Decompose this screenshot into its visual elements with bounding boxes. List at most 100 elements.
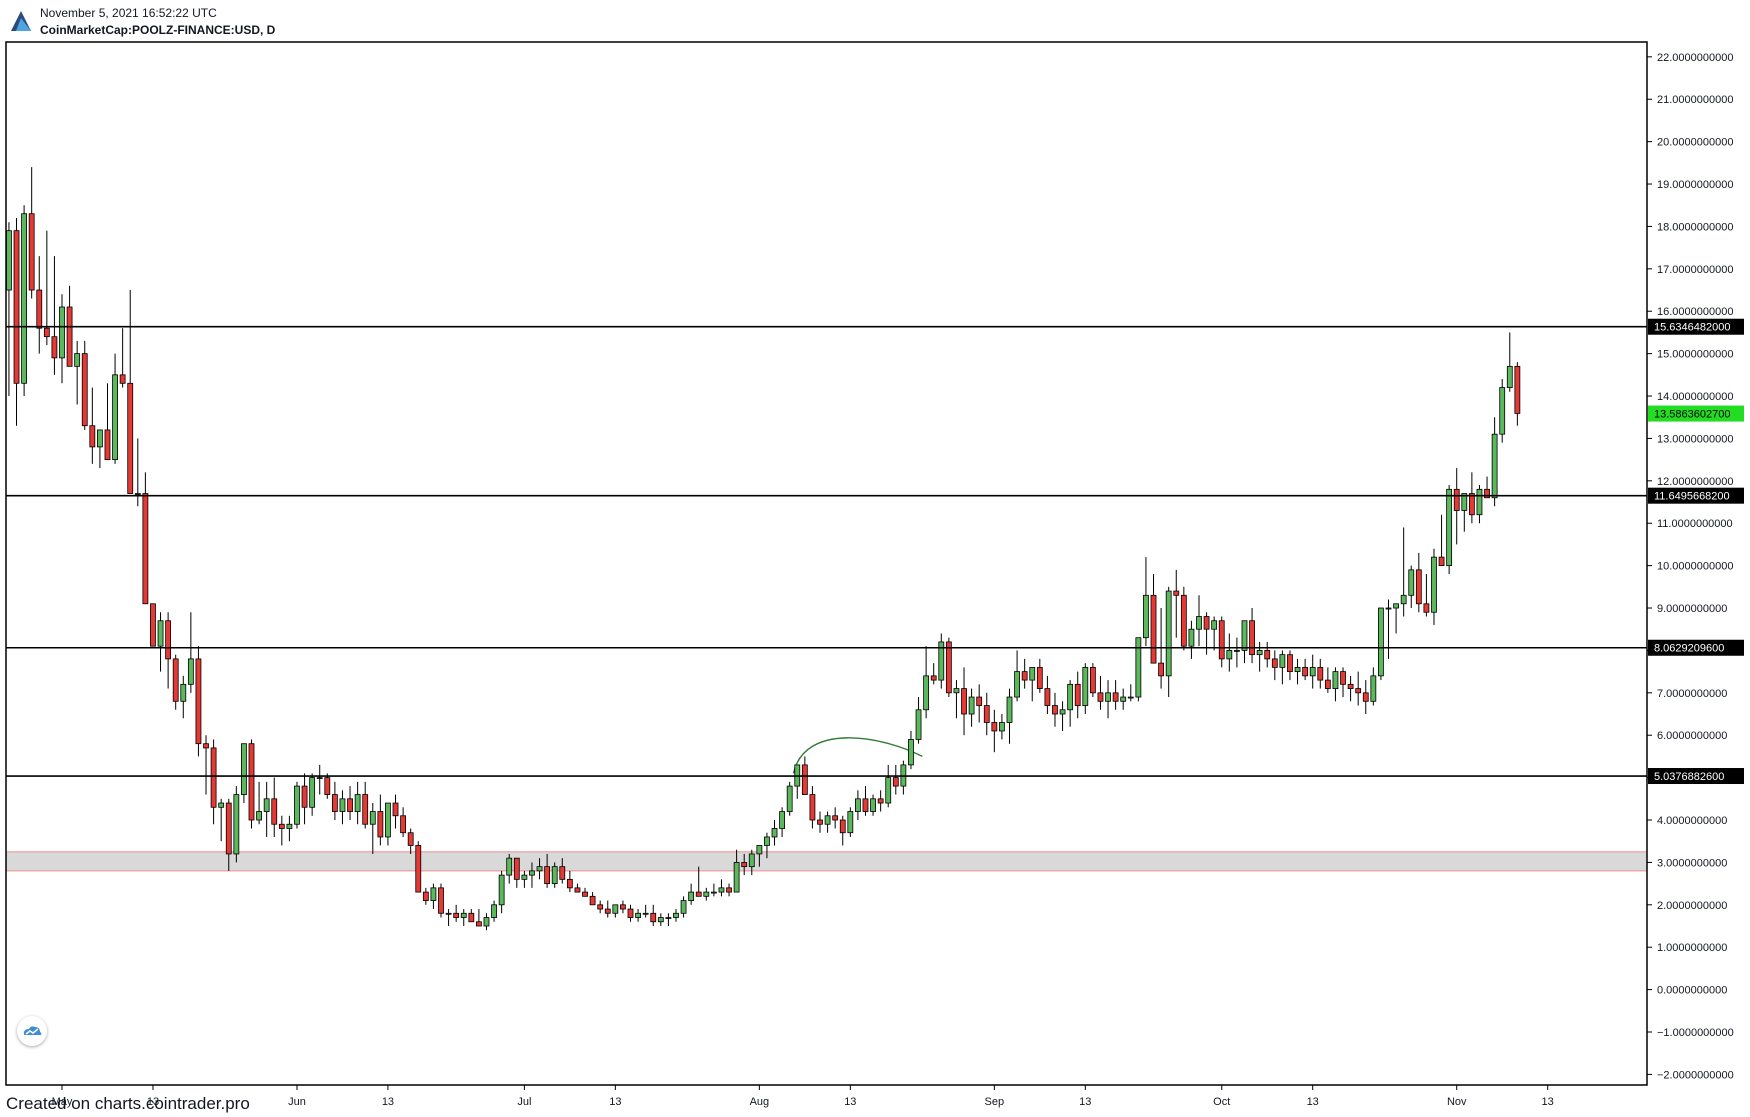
y-tick-label: 2.0000000000 xyxy=(1657,900,1727,912)
candle xyxy=(294,781,300,829)
candle-body-up xyxy=(1029,666,1036,681)
candle xyxy=(710,883,717,897)
candle-body-up xyxy=(354,794,361,812)
candle-body-up xyxy=(233,794,240,855)
candle-body-down xyxy=(544,866,551,885)
y-tick-label: 14.0000000000 xyxy=(1657,391,1733,403)
candle-body-down xyxy=(627,908,634,918)
horizontal-levels[interactable] xyxy=(6,325,1647,777)
candle-body-down xyxy=(392,802,399,817)
candle-body-down xyxy=(1324,679,1331,689)
candle-body-up xyxy=(286,823,293,829)
candle xyxy=(407,828,414,854)
candle-body-down xyxy=(422,891,429,901)
candle xyxy=(604,900,611,918)
candle xyxy=(1173,569,1180,638)
candle xyxy=(1446,485,1453,575)
candle-body-up xyxy=(294,785,300,825)
candle-body-down xyxy=(983,705,990,723)
y-tick-label: 7.0000000000 xyxy=(1657,688,1727,700)
candle xyxy=(1279,650,1286,685)
candle-body-down xyxy=(1036,666,1043,689)
price-axis[interactable]: 22.0000000000 21.0000000000 20.0000000000 1… xyxy=(1647,52,1734,1082)
candle xyxy=(263,781,270,837)
candle-body-down xyxy=(13,230,20,384)
y-tick-label: −2.0000000000 xyxy=(1657,1069,1734,1081)
candle-body-up xyxy=(1431,556,1437,613)
candle-body-up xyxy=(460,912,467,918)
candle xyxy=(1514,362,1521,426)
candle-body-up xyxy=(1120,696,1127,702)
candle xyxy=(453,904,460,922)
candle-body-up xyxy=(733,862,740,893)
support-zone xyxy=(5,851,1648,872)
candle xyxy=(1309,654,1316,689)
candle-body-down xyxy=(172,658,179,702)
candle-body-up xyxy=(491,904,497,918)
y-tick-label: 1.0000000000 xyxy=(1657,942,1727,954)
candle-body-up xyxy=(521,874,528,880)
x-tick-label: 13 xyxy=(147,1096,159,1108)
x-tick-label: May xyxy=(52,1096,73,1108)
candle xyxy=(36,256,43,354)
candle xyxy=(1393,603,1399,634)
candle xyxy=(824,811,831,833)
candle-body-down xyxy=(43,327,50,338)
candle xyxy=(809,786,816,829)
candle-body-down xyxy=(453,912,460,918)
candle xyxy=(506,853,513,884)
candle-body-up xyxy=(180,683,187,702)
candle-body-up xyxy=(506,857,513,876)
candle xyxy=(665,913,672,927)
candle xyxy=(1491,417,1498,507)
candle-body-up xyxy=(536,866,543,872)
candle xyxy=(733,849,740,893)
candle xyxy=(6,222,12,397)
y-tick-label: 18.0000000000 xyxy=(1657,221,1733,233)
candle-body-up xyxy=(779,811,785,829)
candle-body-up xyxy=(1143,594,1149,639)
plot-border xyxy=(5,41,1648,1086)
candle xyxy=(620,900,626,914)
candle xyxy=(748,849,755,876)
candle xyxy=(1052,692,1058,727)
candle xyxy=(104,383,111,461)
candle xyxy=(1499,379,1506,443)
candle xyxy=(1256,641,1263,672)
candle-body-up xyxy=(157,620,164,647)
time-axis[interactable]: May 13 Jun 13 Jul 13 Aug 13 Sep 13 Oct 13 Nov 13 xyxy=(52,1085,1554,1108)
candle-body-up xyxy=(309,777,316,808)
arc-annotation xyxy=(792,737,923,774)
level-label-text: 15.6346482000 xyxy=(1654,322,1730,334)
candle xyxy=(832,807,839,829)
candle-body-down xyxy=(475,921,482,927)
candle-body-up xyxy=(1446,488,1453,567)
candle xyxy=(953,680,960,719)
tradingview-badge[interactable] xyxy=(17,1016,47,1046)
candle xyxy=(688,883,695,905)
candle xyxy=(794,764,801,799)
candle xyxy=(1506,332,1513,392)
y-tick-label: 16.0000000000 xyxy=(1657,306,1733,318)
candle xyxy=(1241,620,1248,664)
candle xyxy=(445,909,452,927)
candle xyxy=(331,781,338,821)
cloud-icon xyxy=(23,1026,42,1035)
candle-body-up xyxy=(1165,590,1172,677)
candle-body-up xyxy=(1491,433,1498,499)
candle-body-up xyxy=(688,891,695,901)
candle xyxy=(369,803,376,854)
candle-body-down xyxy=(301,785,308,808)
candle-body-down xyxy=(695,891,702,897)
candle-body-up xyxy=(187,658,194,685)
candle xyxy=(1105,680,1111,719)
candle-body-up xyxy=(1400,594,1407,605)
candle xyxy=(771,820,778,846)
candle xyxy=(225,798,232,871)
level-label-box xyxy=(1648,487,1744,504)
candle-body-down xyxy=(81,353,88,427)
candle-body-up xyxy=(1006,696,1013,723)
candle-body-up xyxy=(756,845,763,855)
candle-body-up xyxy=(1408,569,1415,596)
